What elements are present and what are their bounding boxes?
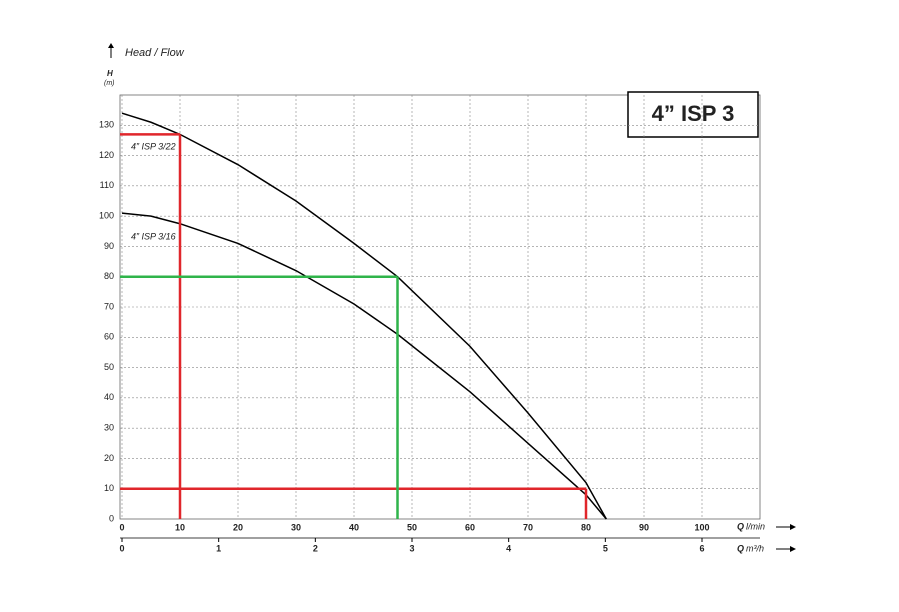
title-box — [627, 91, 759, 138]
x-tick-label: 10 — [175, 522, 185, 532]
y-tick-label: 90 — [104, 241, 114, 251]
y-tick-label: 10 — [104, 483, 114, 493]
y-tick-label: 20 — [104, 453, 114, 463]
y-tick-label: 120 — [99, 150, 114, 160]
x2-tick-label: 1 — [216, 543, 221, 553]
x-tick-label: 60 — [465, 522, 475, 532]
x-tick-label: 70 — [523, 522, 533, 532]
x2-tick-label: 0 — [119, 543, 124, 553]
series-label: 4” ISP 3/22 — [131, 141, 176, 151]
x2-symbol: Q — [737, 543, 744, 553]
x-tick-label: 100 — [694, 522, 709, 532]
curve — [121, 112, 607, 520]
x2-tick-label: 5 — [603, 543, 608, 553]
y-tick-label: 30 — [104, 423, 114, 433]
y-tick-label: 80 — [104, 271, 114, 281]
y-tick-label: 110 — [100, 180, 114, 190]
x-symbol: Q — [737, 521, 744, 531]
x-arrow-head — [790, 524, 796, 530]
y-symbol: H — [107, 69, 113, 78]
y-tick-label: 70 — [104, 301, 114, 311]
x-tick-label: 20 — [233, 522, 243, 532]
x2-tick-label: 2 — [313, 543, 318, 553]
y-tick-label: 0 — [109, 513, 114, 523]
x-tick-label: 40 — [349, 522, 359, 532]
curve — [121, 212, 607, 520]
x-tick-label: 30 — [291, 522, 301, 532]
x-tick-label: 0 — [119, 522, 124, 532]
y-tick-label: 50 — [104, 362, 114, 372]
x-unit: l/min — [746, 521, 765, 531]
x2-arrow-head — [790, 546, 796, 552]
x-tick-label: 80 — [581, 522, 591, 532]
y-tick-label: 40 — [104, 392, 114, 402]
chart-title: 4” ISP 3 — [652, 101, 735, 126]
y-tick-label: 130 — [99, 120, 114, 130]
x2-unit: m³/h — [746, 543, 764, 553]
x2-tick-label: 3 — [409, 543, 414, 553]
x-tick-label: 90 — [639, 522, 649, 532]
y-tick-label: 60 — [104, 332, 114, 342]
x-tick-label: 50 — [407, 522, 417, 532]
y-label: Head / Flow — [125, 47, 185, 59]
x2-tick-label: 6 — [699, 543, 704, 553]
series-label: 4” ISP 3/16 — [131, 231, 176, 241]
y-arrow-head — [108, 43, 114, 48]
x2-tick-label: 4 — [506, 543, 511, 553]
y-tick-label: 100 — [99, 211, 114, 221]
y-unit: (m) — [104, 80, 115, 87]
